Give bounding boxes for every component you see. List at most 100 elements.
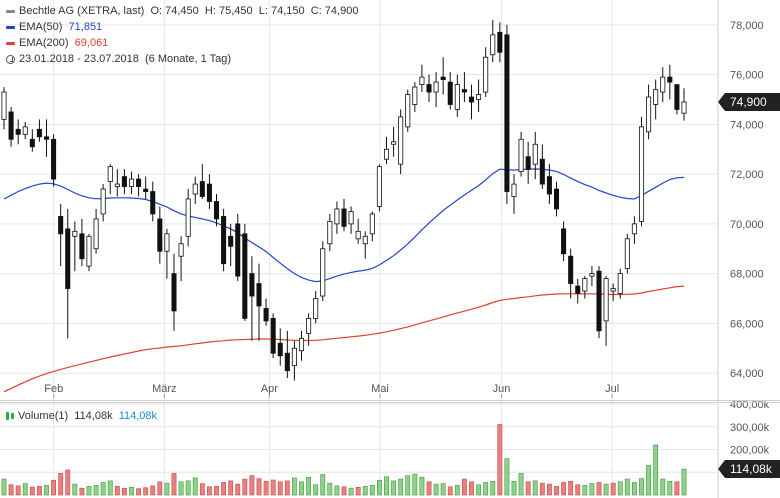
candle [242, 223, 248, 321]
volume-bar-down [157, 481, 163, 496]
candle [561, 221, 567, 262]
candle [93, 208, 99, 254]
candle-body-down [150, 191, 156, 215]
candle [391, 126, 397, 157]
candle-body-up [631, 223, 637, 235]
candle-body-down [58, 216, 64, 235]
candle-body-down [157, 218, 163, 252]
volume-bar-up [334, 485, 340, 496]
candle-body-up [433, 81, 439, 93]
volume-bar-down [51, 479, 57, 496]
candle-body-up [362, 235, 368, 245]
candle [128, 171, 135, 195]
candle-body-down [270, 317, 276, 354]
candle [348, 206, 354, 234]
ema200-line [3, 285, 685, 393]
candle [43, 119, 50, 157]
volume-last-label: 114,08k [730, 462, 773, 476]
candle [157, 206, 163, 264]
volume-bar-up [384, 476, 389, 496]
high-value: H: 75,450 [204, 5, 253, 17]
volume-bar-down [206, 486, 212, 496]
volume-bar-down [114, 486, 120, 496]
candle-body-up [490, 34, 496, 56]
candle [646, 84, 652, 140]
month-label: Apr [261, 383, 278, 395]
candle-body-up [192, 183, 198, 195]
candle-body-down [51, 138, 57, 180]
volume-bar-down [150, 485, 156, 496]
candle-body-up [114, 183, 120, 187]
volume-bar-up [504, 458, 510, 496]
candle-body-down [674, 84, 680, 110]
month-label: Mai [371, 383, 389, 395]
range-legend: 23.01.2018 - 23.07.2018 (6 Monate, 1 Tag… [6, 53, 231, 66]
candle [51, 134, 57, 187]
candle-body-down [284, 352, 290, 372]
candle-body-up [454, 84, 460, 110]
ema50-label: EMA(50) [19, 21, 63, 33]
candle-body-down [29, 138, 35, 148]
candle [539, 144, 545, 190]
candle-body-down [468, 96, 475, 103]
candle [313, 291, 319, 324]
candle [603, 276, 609, 346]
candle [504, 24, 510, 204]
volume-bar-up [291, 477, 297, 496]
volume-bar-up [624, 478, 630, 496]
candle [1, 87, 7, 130]
candle [178, 236, 184, 282]
candle [624, 233, 630, 274]
volume-bar-up [681, 468, 687, 496]
price-tick-label: 76,000 [730, 70, 764, 82]
candle-body-up [660, 76, 666, 93]
volume-bar-up [490, 481, 496, 496]
candle-body-up [100, 188, 106, 215]
volume-bar-up [454, 485, 460, 496]
candle [235, 213, 241, 282]
ema50-layer [3, 168, 685, 283]
candle-body-down [667, 76, 673, 83]
volume-bar-up [320, 474, 326, 496]
volume-bar-up [639, 478, 644, 496]
candle-body-up [107, 166, 113, 182]
candle [114, 169, 120, 197]
price-y-axis: 64,000 66,000 68,000 70,000 72,000 74,000 76,0… [730, 20, 764, 380]
candle-body-down [561, 228, 567, 255]
last-price-marker: 74,900 [718, 92, 780, 111]
candle [284, 330, 290, 379]
candle-body-up [646, 96, 652, 133]
volume-bar-up [93, 485, 99, 496]
candle [298, 330, 305, 361]
volume-bar-up [667, 481, 673, 496]
volume-bar-up [299, 481, 304, 496]
candle [426, 74, 432, 102]
candle-body-up [355, 230, 361, 240]
candle [221, 208, 227, 272]
candle [150, 181, 156, 222]
candle-body-up [511, 183, 517, 197]
candle-body-up [164, 233, 170, 252]
candle-body-up [476, 94, 482, 100]
volume-bar-down [284, 480, 290, 496]
candle-body-up [334, 208, 340, 225]
candle-body-down [121, 176, 127, 187]
candle-body-up [603, 278, 609, 322]
volume-bar-up [511, 481, 517, 496]
candle-body-down [15, 128, 21, 135]
candle [674, 84, 680, 115]
candle-body-down [263, 308, 269, 322]
volume-value-1: 114,08k [74, 410, 113, 422]
volume-bar-up [646, 465, 652, 496]
volume-bar-down [561, 482, 567, 496]
volume-bar-down [242, 478, 248, 496]
candle [362, 231, 368, 259]
volume-bar-down [355, 486, 361, 496]
candle-body-up [589, 273, 595, 277]
candle-body-up [617, 273, 623, 294]
volume-bar-down [525, 481, 531, 496]
volume-bar-up [476, 484, 482, 496]
volume-bar-down [575, 484, 581, 496]
candle-body-down [525, 156, 531, 170]
volume-bar-up [362, 486, 368, 496]
